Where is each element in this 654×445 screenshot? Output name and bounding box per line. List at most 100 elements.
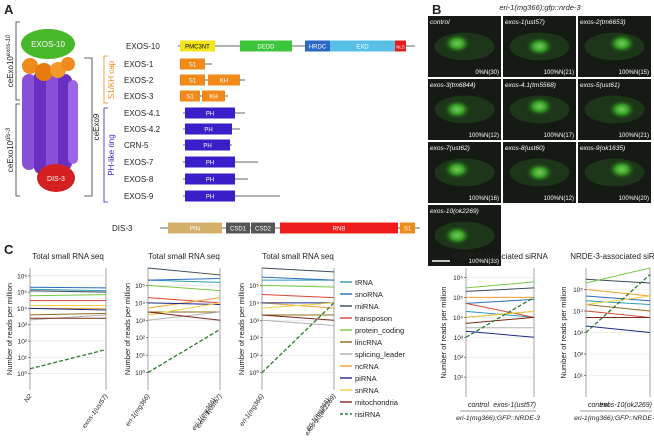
- cell-glow: [434, 95, 495, 124]
- nucleus-glow: [607, 33, 636, 54]
- y-tick-label: 10²: [250, 335, 260, 342]
- domain: [330, 40, 395, 52]
- y-tick-label: 10²: [574, 352, 584, 359]
- domain: [185, 123, 232, 135]
- y-tick-label: 10³: [574, 330, 584, 337]
- domain-label: EXD: [356, 45, 369, 51]
- genotype-label: exos-5(ust61): [580, 82, 620, 89]
- domain: [185, 156, 235, 168]
- series-line: [29, 307, 107, 311]
- cell-glow: [434, 32, 495, 61]
- y-tick-label: 10⁵: [573, 287, 583, 294]
- legend-label: miRNA: [355, 302, 379, 311]
- domain-label: PH: [204, 128, 212, 134]
- series-line: [261, 302, 335, 374]
- x-tick-label: exos-10(ok2269): [599, 402, 652, 409]
- domain-label: S1: [186, 95, 194, 101]
- y-tick-label: 10⁶: [17, 273, 27, 280]
- nucleus-glow: [443, 99, 472, 120]
- protein-name: EXOS-8: [124, 175, 154, 184]
- domain: [180, 40, 215, 52]
- x-tick-label: control: [588, 402, 609, 409]
- y-axis-label: Number of reads per million: [237, 283, 246, 375]
- y-tick-label: 10¹: [574, 373, 584, 380]
- series-line: [29, 290, 107, 293]
- domain-label: RNB: [333, 227, 346, 233]
- domain: [395, 40, 406, 52]
- complex-name: ceExo10: [6, 140, 15, 172]
- series-line: [261, 267, 335, 273]
- protein-name: EXOS-10: [126, 42, 160, 51]
- series-line: [585, 267, 651, 284]
- domain: [168, 222, 222, 234]
- series-line: [585, 310, 651, 318]
- cell-glow: [509, 95, 570, 124]
- domain-label: KH: [209, 95, 217, 101]
- legend-label: transposon: [355, 314, 392, 323]
- domain: [202, 90, 225, 102]
- genotype-label: exos-9(ok1635): [580, 145, 625, 152]
- series-line: [465, 316, 535, 324]
- series-line: [147, 267, 221, 276]
- y-tick-label: 10²: [18, 339, 28, 346]
- complex-label: ceExo10dis-3: [6, 127, 15, 172]
- legend-label: ncRNA: [355, 362, 379, 371]
- domain: [180, 58, 205, 70]
- nuclear-score: 100%N(21): [544, 70, 574, 76]
- y-tick-label: 10¹: [250, 353, 260, 360]
- domain: [180, 74, 205, 86]
- y-tick-label: 10⁶: [453, 275, 463, 282]
- series-line: [465, 296, 535, 338]
- domain-label: HRDC: [309, 45, 327, 51]
- domain-label: S1: [404, 227, 412, 233]
- series-line: [585, 278, 651, 284]
- domain: [400, 222, 415, 234]
- domain: [280, 222, 398, 234]
- panel-letter: B: [432, 2, 441, 17]
- y-tick-label: 10⁰: [135, 369, 145, 377]
- series-line: [29, 348, 107, 370]
- series-line: [29, 294, 107, 297]
- y-axis-label: Number of reads per million: [123, 283, 132, 375]
- series-line: [585, 295, 651, 302]
- cell-glow: [434, 221, 495, 250]
- protein-name: DIS-3: [112, 224, 133, 233]
- y-axis-label: Number of reads per million: [5, 283, 14, 375]
- cell-glow: [584, 158, 645, 187]
- genotype-label: exos-7(ust62): [430, 145, 470, 152]
- y-tick-label: 10⁵: [453, 295, 463, 302]
- genotype-label: exos-2(tm6653): [580, 19, 626, 26]
- protein-name: EXOS-4.1: [124, 109, 161, 118]
- y-tick-label: 10⁴: [249, 300, 259, 307]
- y-tick-label: 10⁴: [453, 315, 463, 322]
- series-line: [261, 314, 335, 321]
- series-line: [585, 304, 651, 312]
- cell-glow: [509, 32, 570, 61]
- legend-label: lincRNA: [355, 338, 382, 347]
- domain-label: S1: [189, 63, 197, 69]
- cell-glow: [509, 158, 570, 187]
- y-tick-label: 10⁴: [135, 300, 145, 307]
- y-tick-label: 10⁵: [249, 283, 259, 290]
- series-line: [147, 277, 221, 281]
- exosome-cartoon: [15, 21, 108, 203]
- chart-title: NRDE-3-associated siRNA: [452, 252, 548, 261]
- domain: [185, 173, 235, 185]
- complex-sup: exos-10: [6, 34, 12, 56]
- legend-label: splicing_leader: [355, 350, 406, 359]
- domain: [185, 190, 235, 202]
- y-axis-label: Number of reads per million: [559, 286, 568, 378]
- nucleus-glow: [443, 33, 472, 54]
- series-line: [465, 281, 535, 289]
- nuclear-score: 100%N(17): [544, 133, 574, 139]
- y-tick-label: 10¹: [454, 375, 464, 382]
- y-tick-label: 10⁰: [249, 369, 259, 377]
- domain-label: PH: [206, 195, 214, 201]
- legend-label: snRNA: [355, 386, 379, 395]
- nucleus-glow: [607, 99, 636, 120]
- series-line: [465, 330, 535, 338]
- series-line: [29, 312, 107, 316]
- x-tick-label: exos-10(ok2269): [304, 393, 338, 437]
- series-line: [147, 297, 221, 304]
- series-line: [261, 284, 335, 288]
